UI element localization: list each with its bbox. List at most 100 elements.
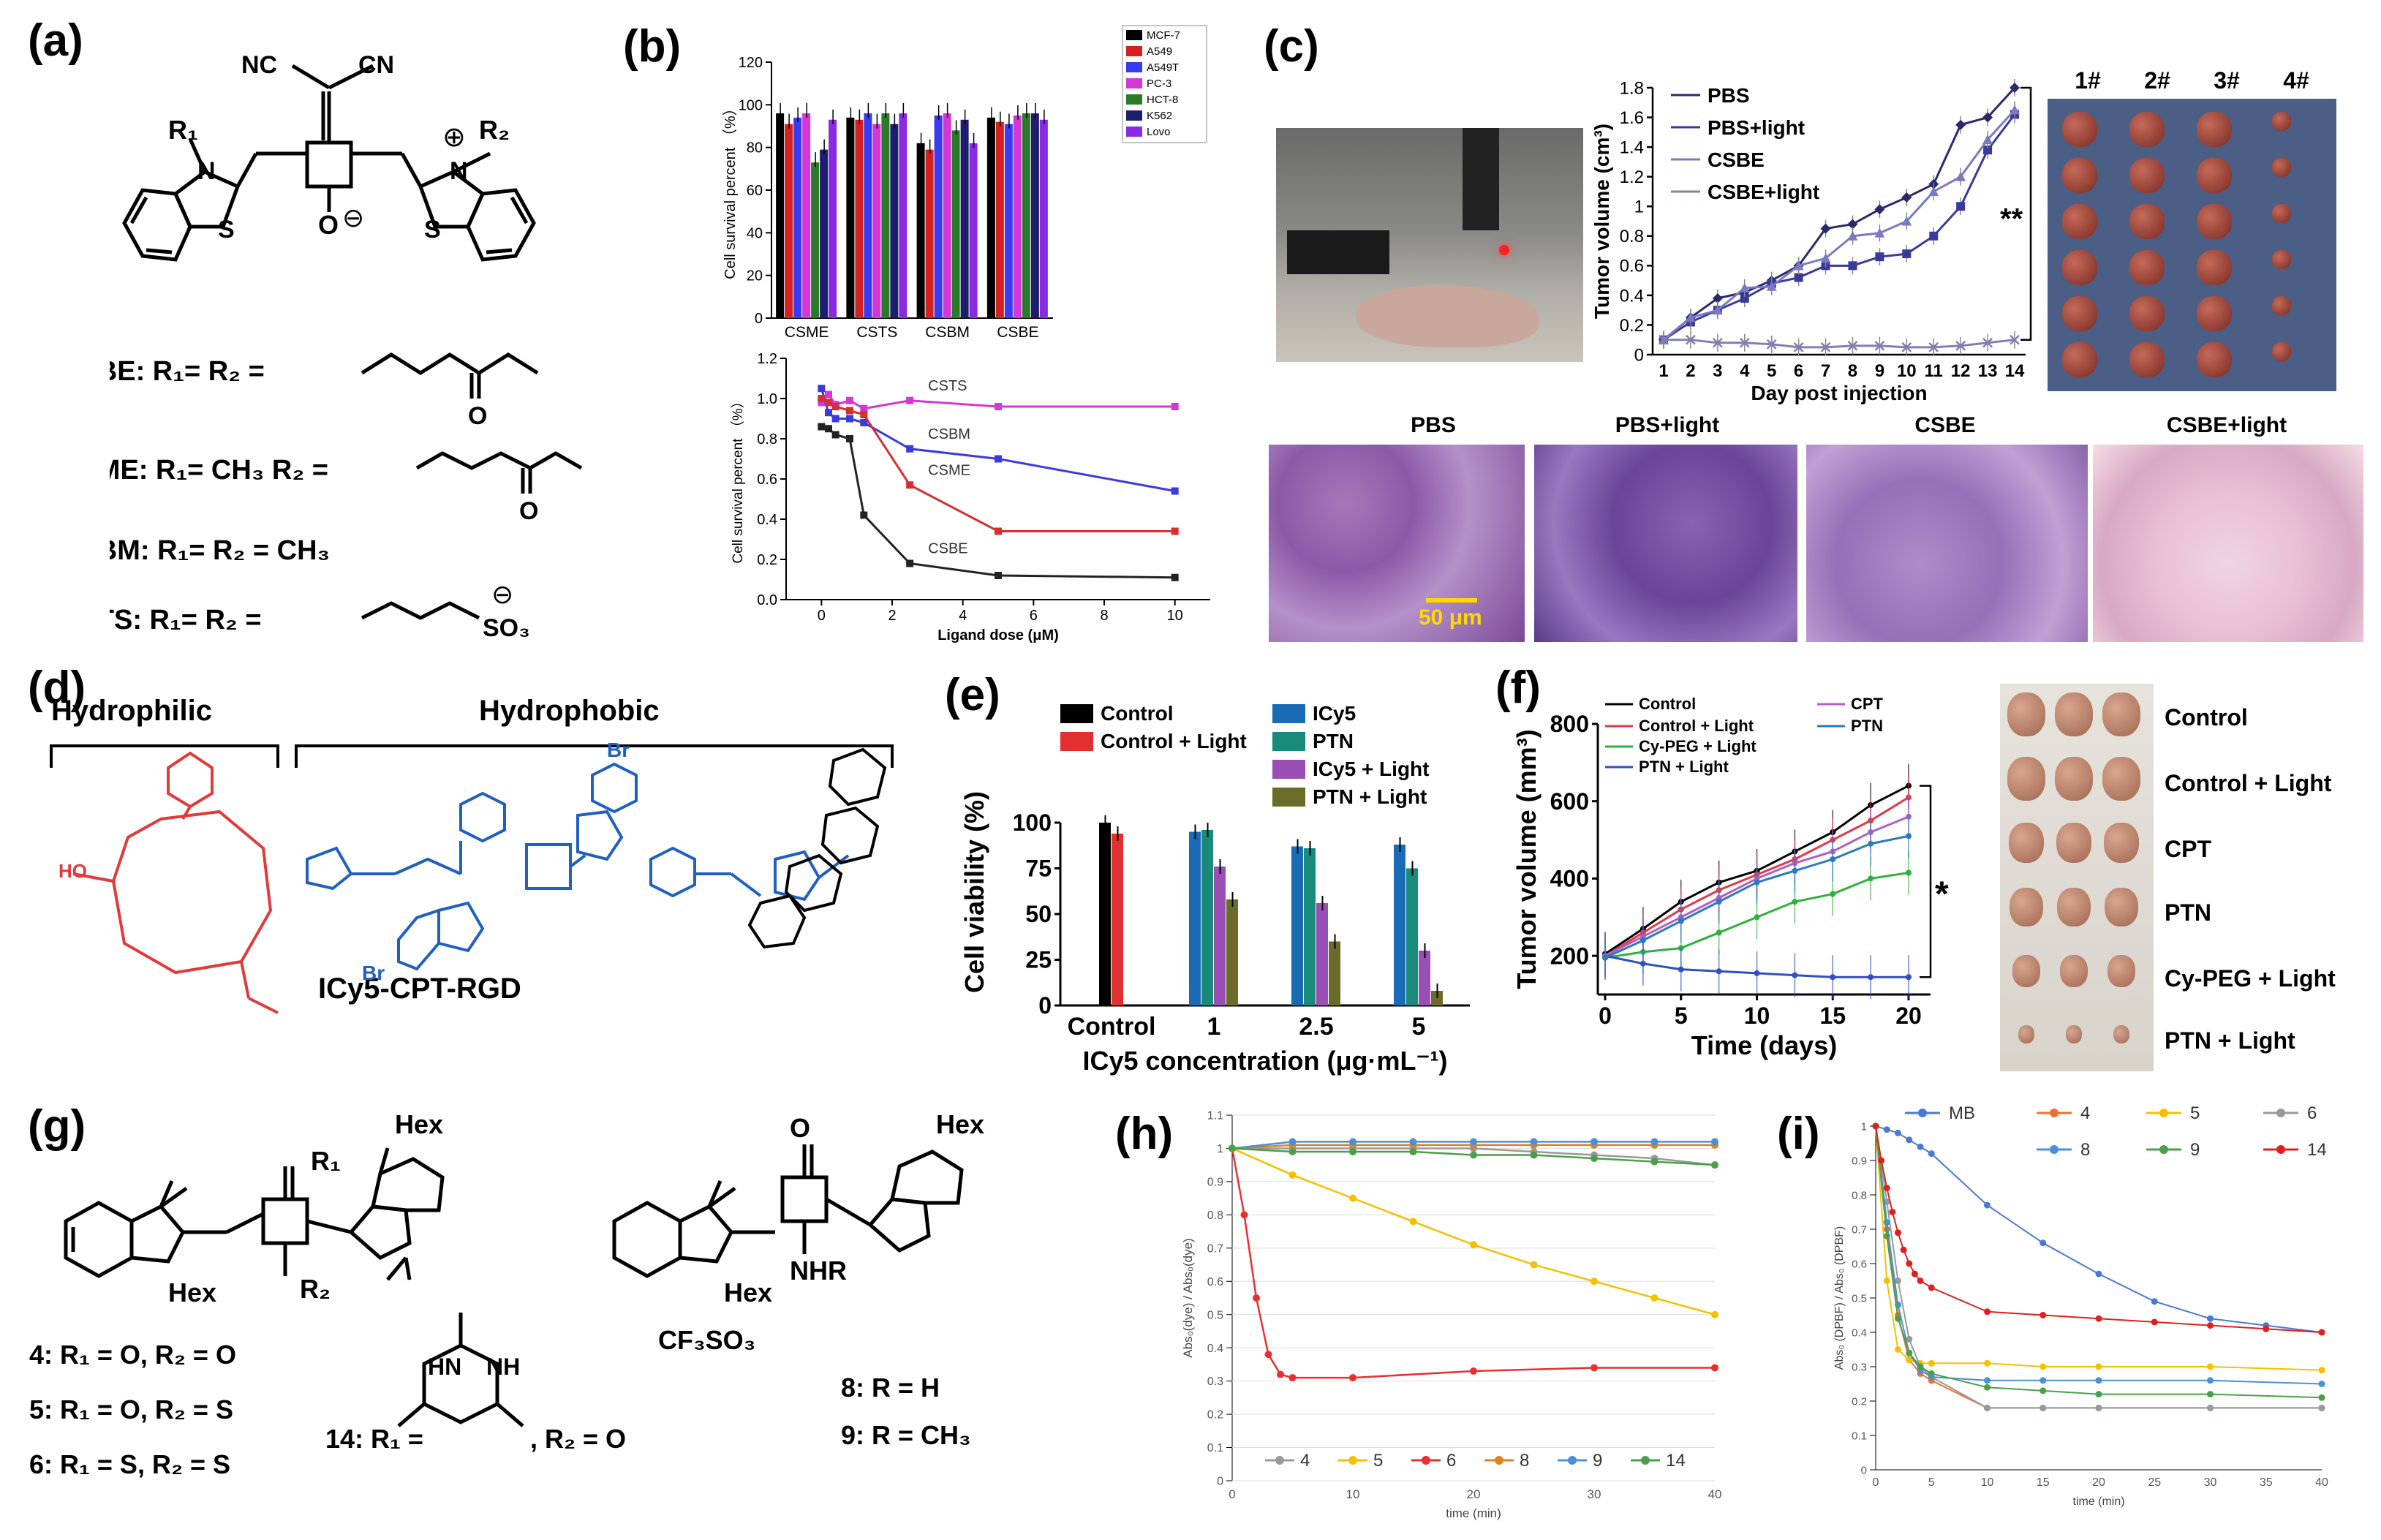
y-tick-label: 0.7 [1207,1242,1223,1255]
tumor-sample [2062,158,2097,193]
panel-c-tumor-volume-chart: 00.20.40.60.811.21.41.61.81 2 3 4 5 6 7 8 9 10 11 1… [1591,78,2032,404]
data-point [1277,1370,1284,1378]
histology-caption-pbs: PBS [1411,413,1456,437]
data-point [1906,1136,1913,1144]
data-point [860,511,868,519]
data-point [906,481,914,489]
histology-image-pbs-light [1534,445,1797,642]
tumor-sample [2102,757,2140,801]
data-point [1868,875,1874,882]
y-tick-label: 0.3 [1852,1361,1867,1373]
data-point [1928,341,1939,352]
y-tick-label: 25 [1025,947,1052,973]
data-point [1868,840,1874,847]
data-point [818,423,826,431]
tumor-sample [2272,112,2291,131]
y-tick-label: 1.8 [1620,78,1644,98]
y-tick-label: 0.8 [757,431,777,448]
data-point [1530,1261,1538,1269]
y-tick-label: 0.4 [1207,1343,1223,1355]
legend-marker [1568,1456,1577,1465]
y-axis-label: Tumor volume (cm³) [1591,124,1613,319]
data-point [831,415,839,423]
series-line [1663,109,2016,341]
data-point [1288,1171,1297,1179]
bar [1214,867,1226,1005]
tumor-sample [2009,888,2043,926]
tumor-sample [2197,112,2232,147]
legend-label: PBS+light [1708,116,1805,139]
series-label: CSME [928,462,970,478]
data-point [1955,119,1966,130]
data-point [860,404,868,412]
data-point [1766,281,1777,291]
panel-e-bar-chart: 0 25 50 75 100 Cell viability (%) Control 1 2.5 5… [959,702,1470,1076]
data-point [818,395,826,402]
tumor-sample [2113,1025,2129,1044]
legend-label: Control + Light [1639,717,1754,735]
g-r1-label: R₁ [311,1146,341,1176]
significance-bracket [2020,86,2032,341]
y-tick-label: 400 [1550,866,1589,892]
data-point [1830,974,1836,981]
legend-marker [2050,1145,2059,1154]
x-tick-label: 10 [1981,1476,1994,1489]
data-point [1171,487,1179,495]
data-point [906,445,914,453]
tumor-sample [2062,250,2097,285]
bar [1112,834,1123,1005]
compound-csbm: CSBM: R₁= R₂ = CH₃ [110,535,330,566]
data-point [1685,312,1696,322]
x-tick-label: CSBM [925,324,970,341]
data-point [1984,1377,1991,1384]
tumor-sample [2272,250,2291,269]
panel-label-i: (i) [1777,1109,1820,1159]
data-point [1911,1270,1918,1277]
data-point [1712,337,1723,348]
bar [1226,899,1238,1005]
x-tick-label: 14 [2005,361,2025,381]
x-tick-label: 8 [1848,361,1857,381]
data-point [1902,249,1912,259]
bar [881,113,890,318]
data-point [1955,171,1966,181]
data-point [2318,1381,2325,1387]
legend-marker [1641,1456,1650,1465]
g-hex-left-bottom: Hex [168,1277,216,1307]
data-point [1883,1126,1890,1133]
legend-marker [1422,1456,1430,1465]
data-point [2318,1404,2325,1411]
data-point [1848,261,1857,271]
legend-label: CSBE+light [1708,181,1819,203]
data-point [1792,972,1798,978]
data-point [1889,1209,1896,1215]
compound-csbe: CSBE: R₁= R₂ = [110,356,265,387]
legend-label: PC-3 [1147,78,1171,90]
y-tick-label: 1 [1861,1120,1867,1133]
data-point [1906,1260,1913,1267]
photo-number-1: 1# [2075,67,2101,94]
series-line [1875,1125,2322,1333]
data-point [1901,341,1912,352]
panel-h-line-chart: 0 0.1 0.2 0.3 0.4 0.5 0.6 0.7 0.8 0.9 1 1.1 0 10 20 30 4… [1181,1110,1721,1520]
data-point [846,415,853,423]
x-tick-label: 2 [888,608,896,624]
bar [855,119,864,318]
tumor-photo-f-labels: Control Control + Light CPT PTN Cy-PEG +… [2165,698,2377,1064]
laser-spot [1499,245,1509,255]
bar [1394,845,1405,1005]
x-tick-label: 20 [1895,1003,1922,1029]
histology-image-csbe [1806,445,2088,642]
tumor-sample [2197,342,2232,377]
x-tick-label: 25 [2148,1476,2161,1489]
x-tick-label: 10 [1897,361,1917,381]
data-point [1712,292,1723,303]
ester-o-csme: O [519,497,538,525]
data-point [1766,339,1777,350]
bar [943,113,951,318]
data-point [860,411,868,418]
panel-a-structure: NC CN R₁ R₂ N N ⊕ S S O ⊖ CSBE: R₁= R₂ =… [110,51,583,642]
bar [1099,823,1111,1005]
y-tick-label: 50 [1025,901,1052,927]
data-point [1875,252,1884,262]
